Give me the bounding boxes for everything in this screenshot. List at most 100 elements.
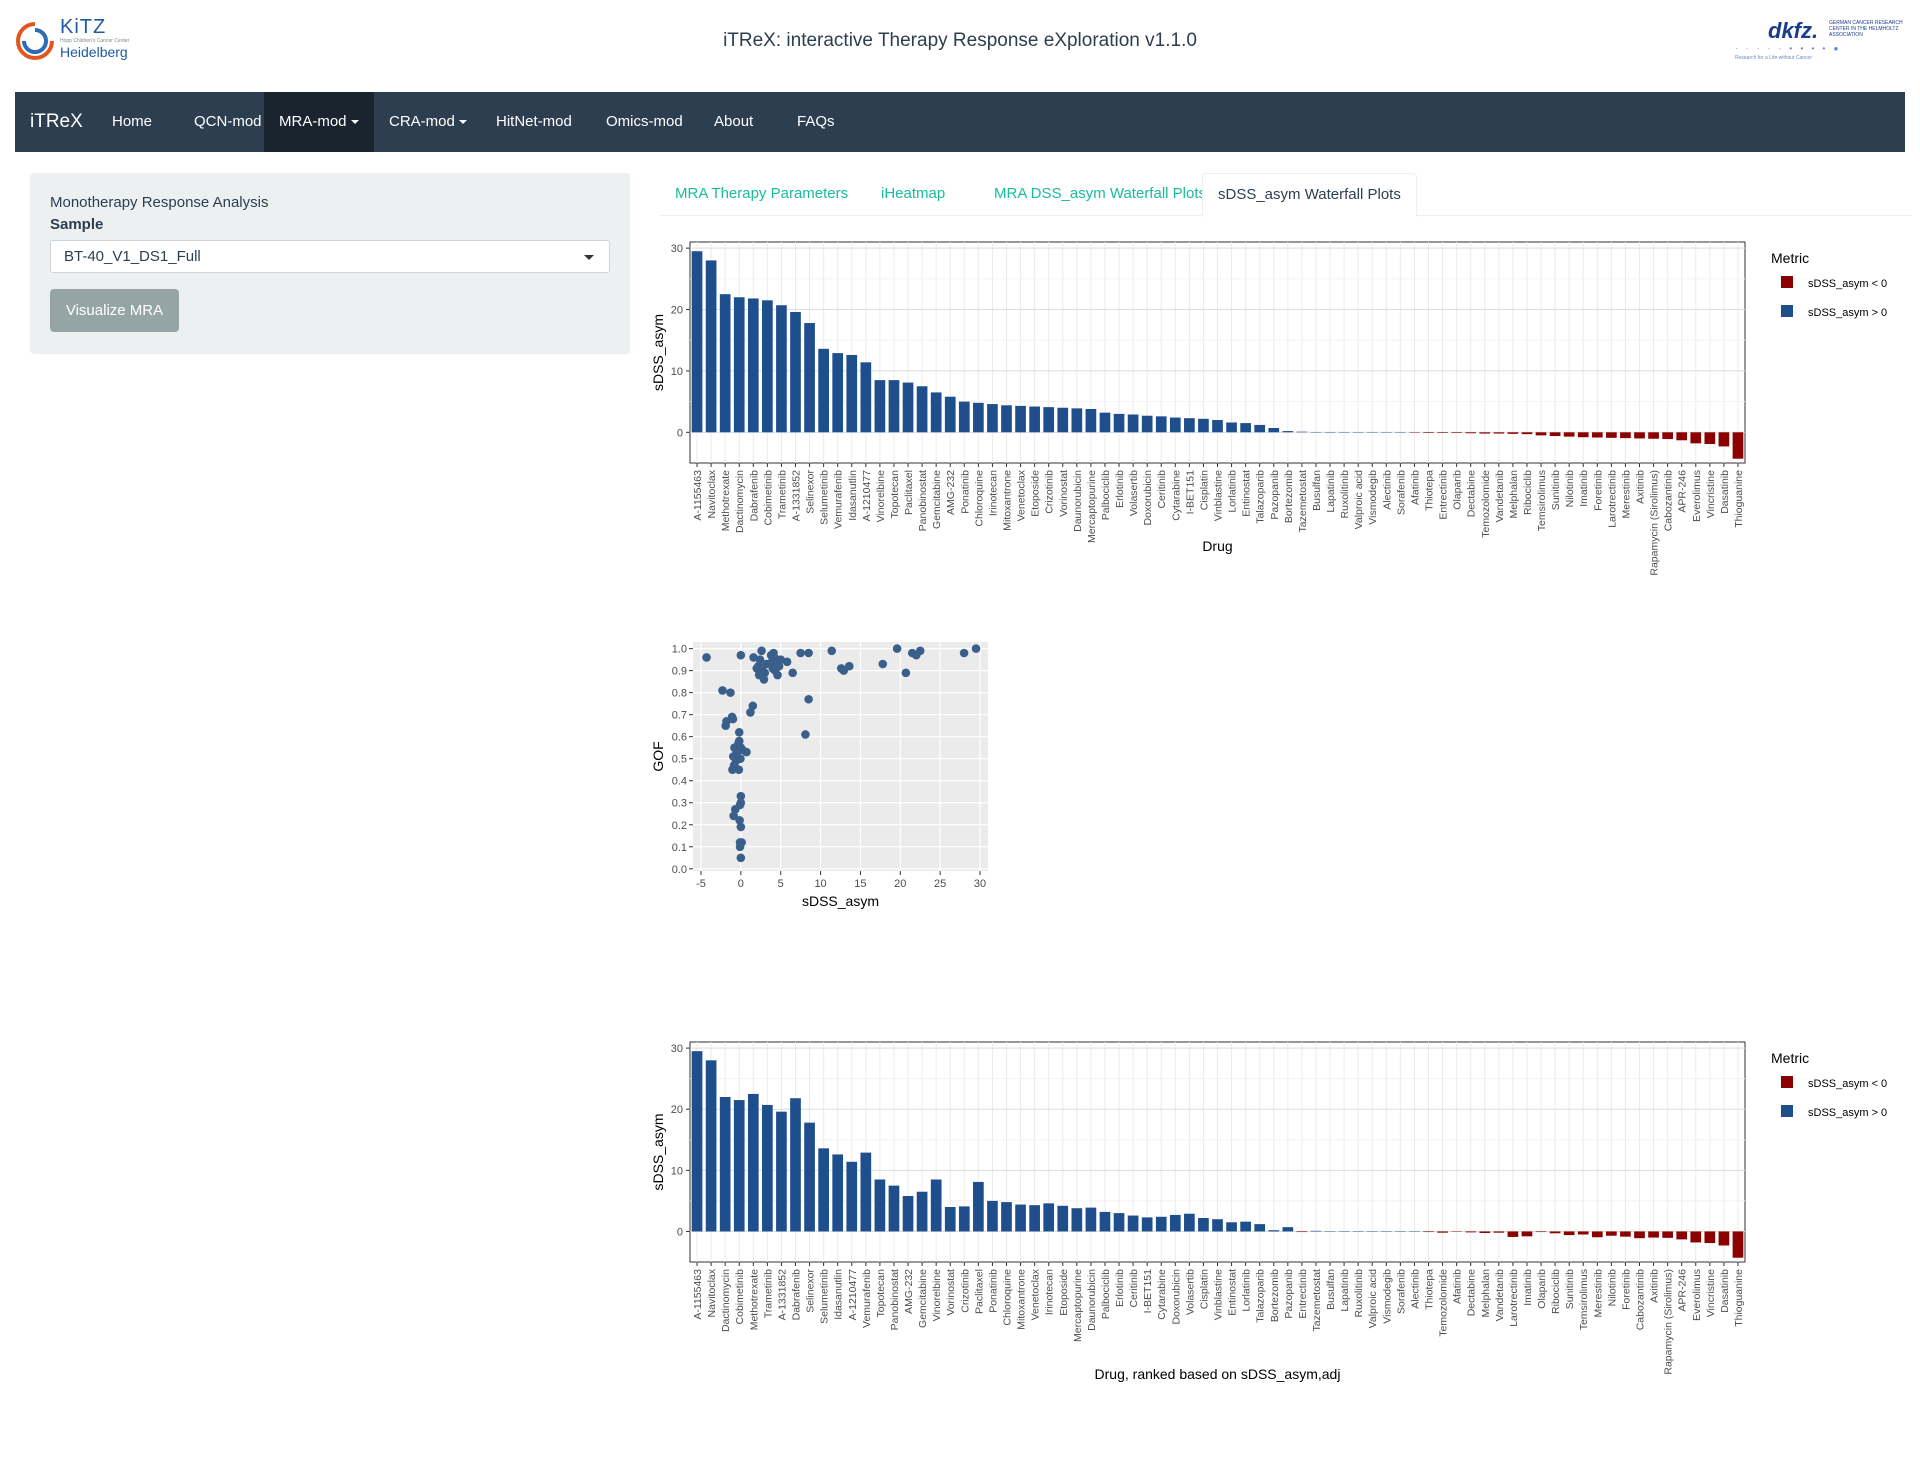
- tab-label: MRA DSS_asym Waterfall Plots: [994, 185, 1206, 202]
- x-axis-title: Drug, ranked based on sDSS_asym,adj: [1095, 1366, 1341, 1382]
- scatter-point: [773, 670, 782, 680]
- x-tick-label: Irinotecan: [1044, 1269, 1056, 1315]
- x-tick-label: Vinblastine: [1213, 1269, 1225, 1320]
- nav-item-qcn-mod[interactable]: QCN-mod: [179, 92, 277, 152]
- bar: [1591, 1231, 1603, 1238]
- dkfz-logo[interactable]: dkfz. GERMAN CANCER RESEARCH CENTER IN T…: [1735, 18, 1905, 68]
- nav-item-hitnet-mod[interactable]: HitNet-mod: [481, 92, 587, 152]
- bar: [860, 1152, 872, 1232]
- bar: [1563, 432, 1575, 437]
- y-tick-label: 0.6: [672, 732, 687, 744]
- bar: [1057, 407, 1069, 433]
- nav-item-about[interactable]: About: [699, 92, 768, 152]
- bar: [1521, 432, 1533, 435]
- kitz-logo[interactable]: KiTZ Hopp Children's Cancer Center Heide…: [14, 16, 144, 64]
- bar: [1169, 417, 1181, 433]
- bar: [1690, 432, 1702, 444]
- bar: [1268, 428, 1280, 433]
- scatter-point: [757, 646, 766, 656]
- x-tick-label: I-BET151: [1184, 470, 1196, 515]
- legend-title: Metric: [1771, 1050, 1809, 1066]
- waterfall-plot-bottom: 0 10 20 30 A-1155463 Navitoclax Dactinomycin Co…: [650, 1041, 1887, 1382]
- x-tick-label: Bortezomib: [1269, 1269, 1281, 1322]
- y-tick-label: 1.0: [672, 644, 687, 656]
- tab-iheatmap[interactable]: iHeatmap: [866, 173, 960, 217]
- x-tick-label: Selinexor: [805, 1269, 817, 1313]
- nav-item-label: CRA-mod: [389, 113, 455, 130]
- scatter-point: [915, 646, 925, 656]
- x-tick-label: Mercaptopurine: [1086, 470, 1098, 543]
- x-tick-label: APR-246: [1677, 470, 1689, 513]
- x-tick-label: Lorlatinib: [1241, 1269, 1253, 1312]
- bar: [1071, 408, 1083, 433]
- y-tick-label: 0.2: [672, 820, 687, 832]
- nav-item-home[interactable]: Home: [97, 92, 167, 152]
- scatter-point: [804, 648, 813, 658]
- x-tick-label: Larotrectinib: [1606, 470, 1618, 528]
- bar: [1676, 1231, 1688, 1240]
- bar: [818, 348, 829, 433]
- x-tick-label: Ponatinib: [959, 470, 971, 514]
- scatter-point: [736, 754, 745, 764]
- x-tick-label: Valproic acid: [1353, 470, 1365, 529]
- bar: [1549, 432, 1561, 436]
- bar: [860, 362, 872, 433]
- bar: [1563, 1231, 1575, 1236]
- x-tick-label: Daunorubicin: [1072, 470, 1084, 532]
- x-tick-label: Entrectinib: [1438, 470, 1450, 520]
- x-tick-label: Palbociclib: [1100, 470, 1112, 520]
- x-tick-label: Vismodegib: [1367, 470, 1379, 525]
- x-tick-label: Foretinib: [1620, 1269, 1632, 1310]
- bar: [1662, 1231, 1673, 1238]
- bar: [1268, 1230, 1280, 1232]
- bar: [1591, 432, 1603, 438]
- bar: [1662, 432, 1673, 440]
- scatter-point: [804, 694, 813, 704]
- x-tick-label: Sorafenib: [1395, 470, 1407, 515]
- y-axis-title: GOF: [650, 741, 666, 771]
- bar: [958, 401, 970, 433]
- x-tick-label: Busulfan: [1311, 470, 1323, 511]
- scatter-point: [892, 644, 902, 653]
- x-tick-label: Temozolomide: [1438, 1269, 1450, 1337]
- bar: [1704, 432, 1716, 444]
- scatter-point: [796, 648, 805, 658]
- bar: [1704, 1231, 1716, 1244]
- nav-item-label: QCN-mod: [194, 113, 262, 130]
- nav-item-faqs[interactable]: FAQs: [782, 92, 850, 152]
- x-tick-label: Dasatinib: [1719, 470, 1731, 514]
- scatter-point: [736, 822, 746, 832]
- bar: [1282, 431, 1294, 433]
- x-tick-label: Melphalan: [1508, 470, 1520, 519]
- visualize-mra-button[interactable]: Visualize MRA: [50, 289, 179, 332]
- x-tick-label: Larotrectinib: [1508, 1269, 1520, 1327]
- x-tick-label: Axitinib: [1649, 1269, 1661, 1303]
- x-tick-label: Volasertib: [1184, 1269, 1196, 1315]
- bar: [790, 311, 801, 433]
- x-tick-label: Cobimetinib: [734, 1269, 746, 1325]
- y-tick-label: 0.4: [672, 776, 687, 788]
- bar: [1071, 1208, 1083, 1232]
- x-tick-label: Sunitinib: [1550, 470, 1562, 510]
- x-tick-label: Daunorubicin: [1086, 1269, 1098, 1331]
- nav-item-omics-mod[interactable]: Omics-mod: [591, 92, 698, 152]
- x-tick-label: Palbociclib: [1100, 1269, 1112, 1319]
- tab-mra-dss-asym-waterfall[interactable]: MRA DSS_asym Waterfall Plots: [979, 173, 1221, 217]
- x-tick-label: Trametinib: [776, 470, 788, 519]
- bar: [804, 323, 815, 433]
- legend-key: [1781, 1105, 1793, 1117]
- sample-select[interactable]: BT-40_V1_DS1_Full: [50, 240, 610, 273]
- scatter-point: [878, 659, 888, 669]
- nav-item-mra-mod[interactable]: MRA-mod: [264, 92, 374, 152]
- navbar-brand[interactable]: iTReX: [30, 111, 83, 132]
- x-tick-label: Vorinostat: [945, 1269, 957, 1316]
- x-tick-label: Gemcitabine: [917, 1269, 929, 1328]
- x-tick-label: Vinorelbine: [931, 1269, 943, 1322]
- tab-sdss-asym-waterfall[interactable]: sDSS_asym Waterfall Plots: [1202, 173, 1417, 217]
- x-tick-label: Crizotinib: [1044, 470, 1056, 514]
- x-tick-label: Dectabine: [1466, 1269, 1478, 1316]
- tab-mra-therapy-parameters[interactable]: MRA Therapy Parameters: [660, 173, 863, 217]
- nav-item-cra-mod[interactable]: CRA-mod: [374, 92, 482, 152]
- bar: [1577, 1231, 1589, 1235]
